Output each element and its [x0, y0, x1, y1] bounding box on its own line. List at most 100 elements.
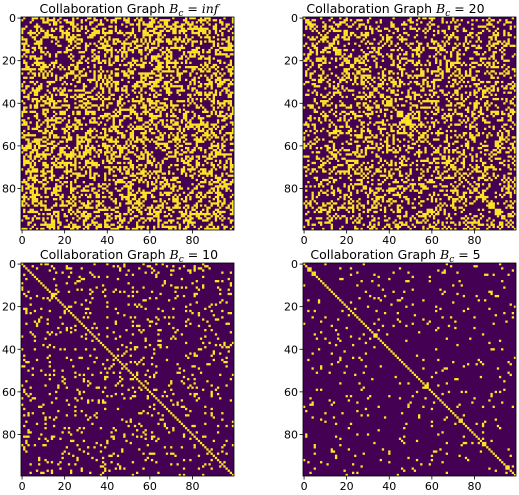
heatmap-cell: [305, 144, 308, 148]
heatmap-cell: [328, 157, 331, 160]
heatmap-cell: [178, 38, 181, 41]
heatmap-cell: [354, 57, 357, 60]
heatmap-cell: [114, 19, 117, 22]
heatmap-cell: [129, 132, 132, 135]
heatmap-cell: [42, 140, 45, 143]
heatmap-cell: [67, 138, 71, 141]
heatmap-cell: [31, 208, 34, 211]
heatmap-cell: [146, 44, 149, 47]
heatmap-cell: [182, 29, 186, 33]
heatmap-cell: [27, 132, 30, 135]
heatmap-cell: [354, 34, 357, 37]
heatmap-cell: [195, 140, 198, 143]
heatmap-cell: [180, 153, 184, 156]
heatmap-cell: [106, 157, 109, 160]
heatmap-cell: [216, 100, 220, 103]
heatmap-cell: [180, 157, 184, 160]
heatmap-cell: [121, 146, 124, 150]
heatmap-cell: [87, 91, 90, 94]
heatmap-cell: [165, 63, 169, 67]
heatmap-cell: [170, 191, 173, 194]
heatmap-cell: [176, 163, 179, 167]
heatmap-cell: [33, 140, 37, 143]
heatmap-cell: [167, 80, 171, 84]
heatmap-cell: [157, 210, 160, 214]
heatmap-cell: [89, 153, 92, 156]
heatmap-cell: [140, 65, 143, 69]
heatmap-cell: [67, 223, 71, 226]
heatmap-cell: [31, 210, 34, 214]
heatmap-cell: [174, 29, 177, 33]
heatmap-cell: [52, 125, 56, 128]
heatmap-cell: [27, 44, 30, 47]
heatmap-cell: [307, 93, 310, 96]
heatmap-cell: [229, 170, 233, 173]
heatmap-cell: [29, 191, 32, 194]
heatmap-cell: [95, 140, 98, 143]
heatmap-cell: [328, 42, 331, 45]
heatmap-cell: [320, 17, 323, 20]
heatmap-cell: [61, 159, 64, 162]
heatmap-cell: [153, 114, 156, 118]
heatmap-cell: [221, 187, 224, 190]
heatmap-cell: [328, 61, 331, 65]
heatmap-cell: [195, 25, 198, 28]
heatmap-cell: [59, 187, 62, 190]
heatmap-cell: [507, 40, 510, 43]
heatmap-cell: [477, 38, 480, 41]
heatmap-cell: [42, 212, 45, 216]
heatmap-cell: [330, 219, 333, 222]
heatmap-cell: [193, 168, 196, 171]
heatmap-cell: [212, 108, 215, 111]
heatmap-cell: [27, 161, 30, 165]
heatmap-cell: [208, 200, 211, 203]
heatmap-cell: [82, 151, 86, 154]
title-subscript: c: [178, 255, 184, 265]
heatmap-cell: [123, 108, 126, 111]
heatmap-cell: [112, 42, 115, 45]
heatmap-cell: [159, 19, 162, 22]
heatmap-cell: [358, 55, 361, 58]
heatmap-cell: [63, 97, 66, 101]
heatmap-cell: [59, 87, 62, 90]
heatmap-cell: [35, 191, 39, 194]
heatmap-cell: [123, 217, 126, 220]
heatmap-cell: [21, 110, 24, 113]
heatmap-cell: [330, 157, 333, 160]
heatmap-cell: [127, 21, 130, 24]
heatmap-cell: [195, 27, 198, 30]
heatmap-cell: [65, 48, 69, 52]
heatmap-cell: [67, 38, 71, 41]
heatmap-cell: [138, 168, 141, 171]
heatmap-cell: [159, 29, 162, 33]
heatmap-cell: [185, 61, 188, 65]
heatmap-cell: [59, 185, 62, 188]
heatmap-cell: [65, 204, 69, 207]
heatmap-cell: [116, 168, 120, 171]
heatmap-cell: [303, 53, 306, 56]
heatmap-cell: [182, 212, 186, 216]
heatmap-cell: [108, 172, 111, 175]
heatmap-cell: [189, 215, 192, 218]
heatmap-cell: [35, 151, 39, 154]
heatmap-cell: [110, 136, 113, 139]
heatmap-cell: [95, 134, 98, 137]
heatmap-cell: [40, 70, 43, 73]
heatmap-cell: [443, 42, 446, 45]
heatmap-cell: [44, 53, 47, 56]
heatmap-cell: [38, 193, 41, 197]
heatmap-cell: [172, 195, 175, 199]
heatmap-cell: [189, 157, 192, 160]
heatmap-cell: [52, 102, 56, 105]
heatmap-cell: [121, 219, 124, 222]
heatmap-cell: [187, 104, 190, 107]
heatmap-cell: [150, 204, 154, 207]
heatmap-cell: [23, 159, 26, 162]
heatmap-cell: [74, 97, 77, 101]
heatmap-cell: [118, 95, 122, 99]
heatmap-cell: [210, 172, 213, 175]
heatmap-cell: [144, 34, 147, 37]
heatmap-cell: [84, 146, 88, 150]
heatmap-cells: [21, 17, 235, 231]
heatmap-cell: [87, 138, 90, 141]
